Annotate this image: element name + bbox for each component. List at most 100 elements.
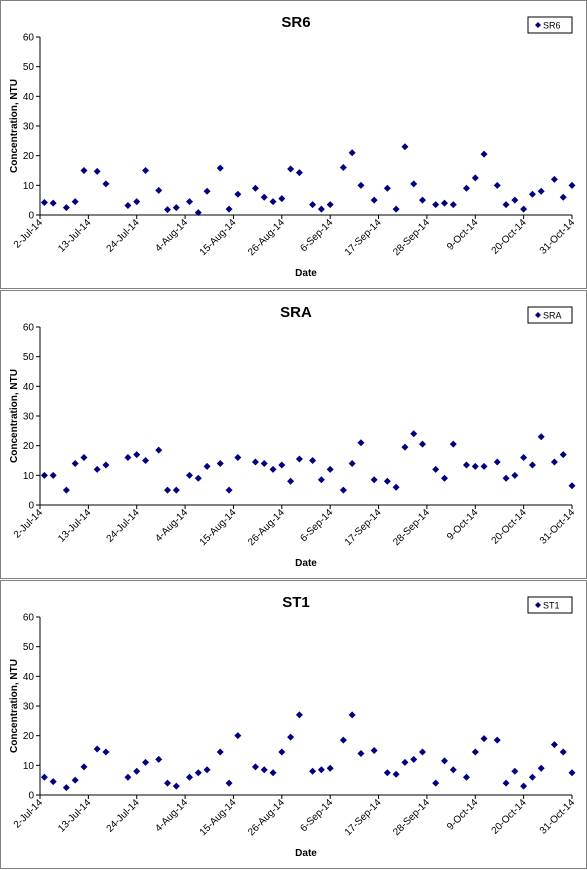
data-point xyxy=(260,459,268,467)
data-point xyxy=(432,779,440,787)
data-point xyxy=(449,440,457,448)
data-point xyxy=(124,454,132,462)
data-point xyxy=(278,195,286,203)
data-point xyxy=(295,711,303,719)
data-point xyxy=(287,165,295,173)
data-point xyxy=(295,455,303,463)
data-point xyxy=(568,769,576,777)
data-point xyxy=(185,198,193,206)
data-point xyxy=(401,443,409,451)
data-point xyxy=(339,164,347,172)
data-point xyxy=(480,462,488,470)
data-point xyxy=(348,459,356,467)
data-point xyxy=(155,755,163,763)
y-tick-label: 30 xyxy=(23,412,35,423)
data-point xyxy=(185,471,193,479)
y-tick-label: 40 xyxy=(23,672,35,683)
data-point xyxy=(269,769,277,777)
y-tick-label: 60 xyxy=(23,323,35,334)
data-point xyxy=(520,454,528,462)
panel-border xyxy=(0,0,587,289)
data-point xyxy=(278,748,286,756)
data-point xyxy=(520,782,528,790)
data-point xyxy=(40,471,48,479)
data-point xyxy=(172,782,180,790)
data-point xyxy=(480,150,488,158)
data-point xyxy=(260,193,268,201)
data-point xyxy=(339,736,347,744)
data-point xyxy=(309,767,317,775)
data-point xyxy=(432,465,440,473)
data-point xyxy=(216,164,224,172)
data-point xyxy=(124,202,132,210)
data-point xyxy=(339,486,347,494)
data-point xyxy=(419,440,427,448)
data-point xyxy=(194,474,202,482)
data-point xyxy=(203,766,211,774)
data-point xyxy=(317,476,325,484)
data-point xyxy=(401,758,409,766)
data-point xyxy=(225,486,233,494)
data-point xyxy=(357,439,365,447)
data-point xyxy=(550,458,558,466)
data-point xyxy=(317,766,325,774)
data-point xyxy=(93,745,101,753)
data-point xyxy=(537,433,545,441)
data-point xyxy=(203,187,211,195)
y-tick-label: 0 xyxy=(28,211,34,222)
legend-box xyxy=(527,306,573,324)
data-point xyxy=(309,201,317,209)
data-point xyxy=(133,198,141,206)
x-axis-label: Date xyxy=(295,268,317,279)
y-tick-label: 60 xyxy=(23,33,35,44)
data-point xyxy=(295,169,303,177)
data-point xyxy=(102,180,110,188)
data-point xyxy=(502,779,510,787)
data-point xyxy=(269,465,277,473)
data-point xyxy=(71,776,79,784)
y-axis-label: Concentration, NTU xyxy=(9,369,20,463)
data-point xyxy=(80,167,88,174)
data-point xyxy=(383,184,391,192)
data-point xyxy=(203,462,211,470)
legend-marker xyxy=(535,312,541,318)
data-point xyxy=(326,201,334,209)
data-point xyxy=(493,458,501,466)
data-point xyxy=(357,181,365,189)
data-point xyxy=(225,779,233,787)
data-point xyxy=(49,778,57,786)
data-point xyxy=(172,204,180,212)
data-point xyxy=(348,149,356,157)
data-point xyxy=(440,199,448,207)
data-point xyxy=(194,209,202,217)
y-tick-label: 40 xyxy=(23,92,35,103)
legend-label: SRA xyxy=(543,311,562,321)
data-point xyxy=(155,186,163,194)
data-point xyxy=(370,476,378,484)
data-point xyxy=(419,748,427,756)
data-point xyxy=(392,483,400,491)
data-point xyxy=(528,190,536,198)
data-point xyxy=(133,451,141,459)
legend-label: ST1 xyxy=(543,601,560,611)
data-point xyxy=(93,465,101,473)
data-point xyxy=(511,196,519,204)
data-point xyxy=(225,205,233,213)
data-point xyxy=(309,457,317,464)
y-axis-label: Concentration, NTU xyxy=(9,79,20,173)
data-point xyxy=(462,184,470,192)
data-point xyxy=(480,735,488,743)
y-tick-label: 60 xyxy=(23,613,35,624)
data-point xyxy=(172,486,180,494)
data-point xyxy=(260,766,268,774)
data-point xyxy=(251,763,259,771)
x-axis-label: Date xyxy=(295,848,317,859)
data-point xyxy=(216,748,224,756)
data-point xyxy=(528,773,536,781)
panel-border xyxy=(0,290,587,579)
y-tick-label: 20 xyxy=(23,151,35,162)
y-tick-label: 0 xyxy=(28,791,34,802)
data-point xyxy=(62,784,70,792)
data-point xyxy=(142,758,150,766)
